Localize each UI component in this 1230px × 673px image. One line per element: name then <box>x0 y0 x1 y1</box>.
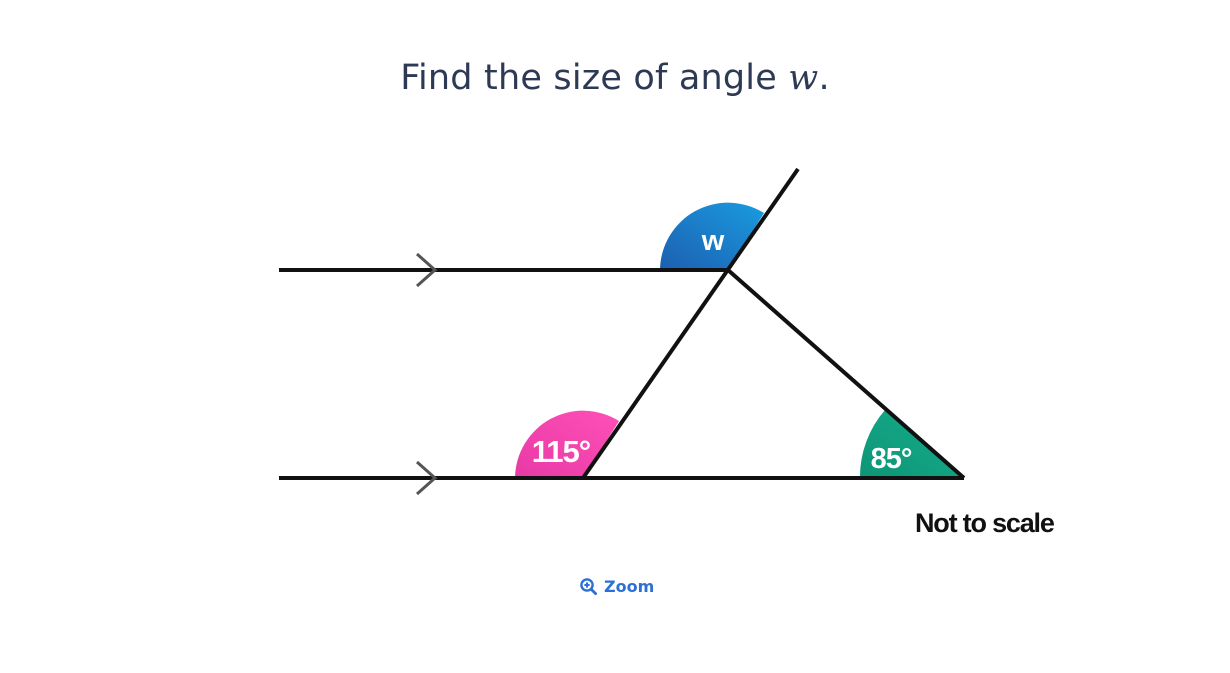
question-prefix: Find the size of angle <box>400 58 789 98</box>
angle-85-label: 85° <box>871 443 912 475</box>
question-suffix: . <box>818 58 830 98</box>
angle-115-label: 115° <box>532 434 591 469</box>
zoom-label: Zoom <box>604 576 655 596</box>
parallel-arrow-lower-icon <box>416 460 438 496</box>
parallel-arrow-upper-icon <box>416 252 438 288</box>
zoom-button[interactable]: Zoom <box>580 574 654 598</box>
question-text: Find the size of angle w. <box>0 58 1230 98</box>
not-to-scale-note: Not to scale <box>915 508 1055 538</box>
angle-85-sector <box>859 410 962 478</box>
question-variable: w <box>788 58 819 98</box>
transversal-line <box>581 167 800 480</box>
triangle-side-line <box>726 268 966 480</box>
angle-w-label: w <box>701 225 725 257</box>
zoom-in-icon <box>580 577 597 595</box>
